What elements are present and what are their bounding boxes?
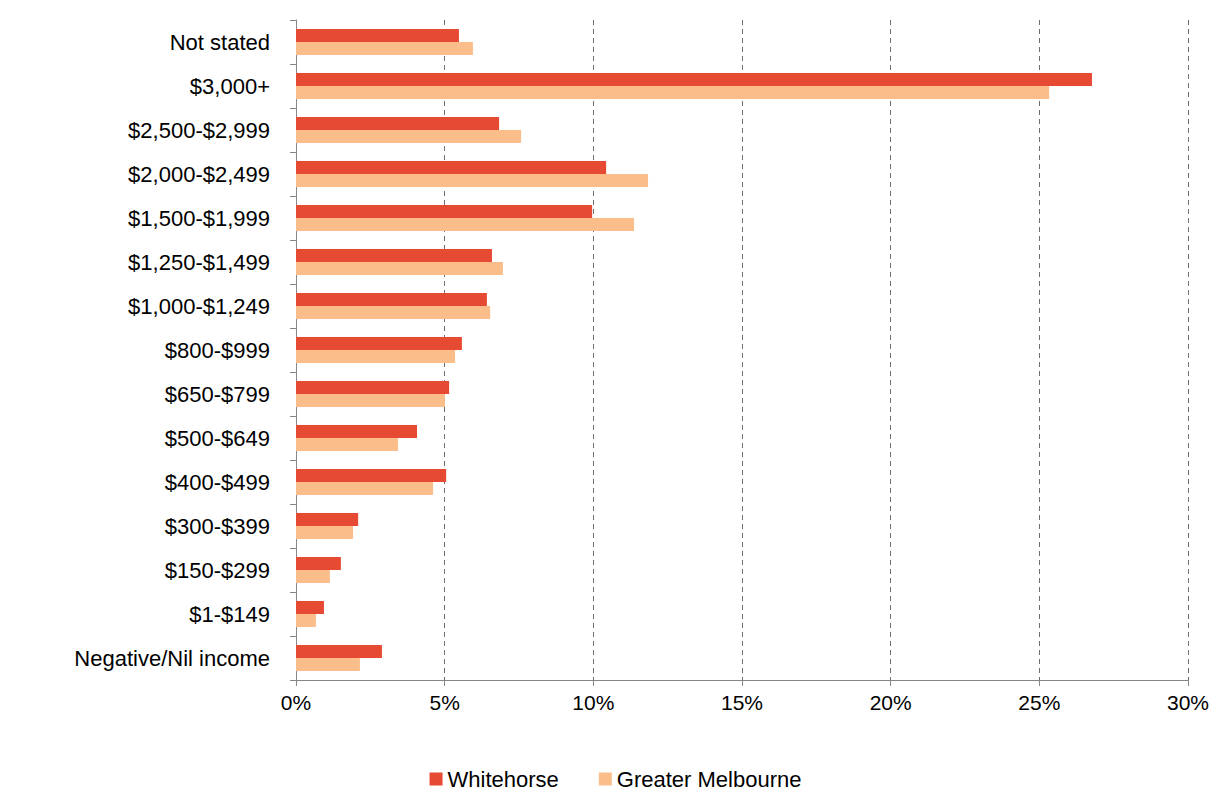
svg-text:Whitehorse: Whitehorse: [448, 767, 559, 792]
svg-text:$1,000-$1,249: $1,000-$1,249: [128, 294, 270, 319]
svg-text:$300-$399: $300-$399: [165, 514, 270, 539]
svg-text:$150-$299: $150-$299: [165, 558, 270, 583]
svg-text:20%: 20%: [870, 691, 912, 714]
svg-text:Greater Melbourne: Greater Melbourne: [617, 767, 802, 792]
svg-text:$1-$149: $1-$149: [189, 602, 270, 627]
svg-text:$650-$799: $650-$799: [165, 382, 270, 407]
svg-text:30%: 30%: [1167, 691, 1209, 714]
svg-text:5%: 5%: [429, 691, 459, 714]
svg-text:15%: 15%: [721, 691, 763, 714]
svg-text:$2,500-$2,999: $2,500-$2,999: [128, 118, 270, 143]
svg-text:$3,000+: $3,000+: [190, 74, 270, 99]
svg-text:0%: 0%: [281, 691, 311, 714]
svg-text:$800-$999: $800-$999: [165, 338, 270, 363]
svg-text:$1,500-$1,999: $1,500-$1,999: [128, 206, 270, 231]
svg-text:10%: 10%: [572, 691, 614, 714]
svg-text:$400-$499: $400-$499: [165, 470, 270, 495]
svg-text:25%: 25%: [1018, 691, 1060, 714]
svg-text:Not stated: Not stated: [170, 30, 270, 55]
svg-text:$2,000-$2,499: $2,000-$2,499: [128, 162, 270, 187]
svg-text:Negative/Nil income: Negative/Nil income: [74, 646, 270, 671]
svg-text:$500-$649: $500-$649: [165, 426, 270, 451]
svg-text:$1,250-$1,499: $1,250-$1,499: [128, 250, 270, 275]
